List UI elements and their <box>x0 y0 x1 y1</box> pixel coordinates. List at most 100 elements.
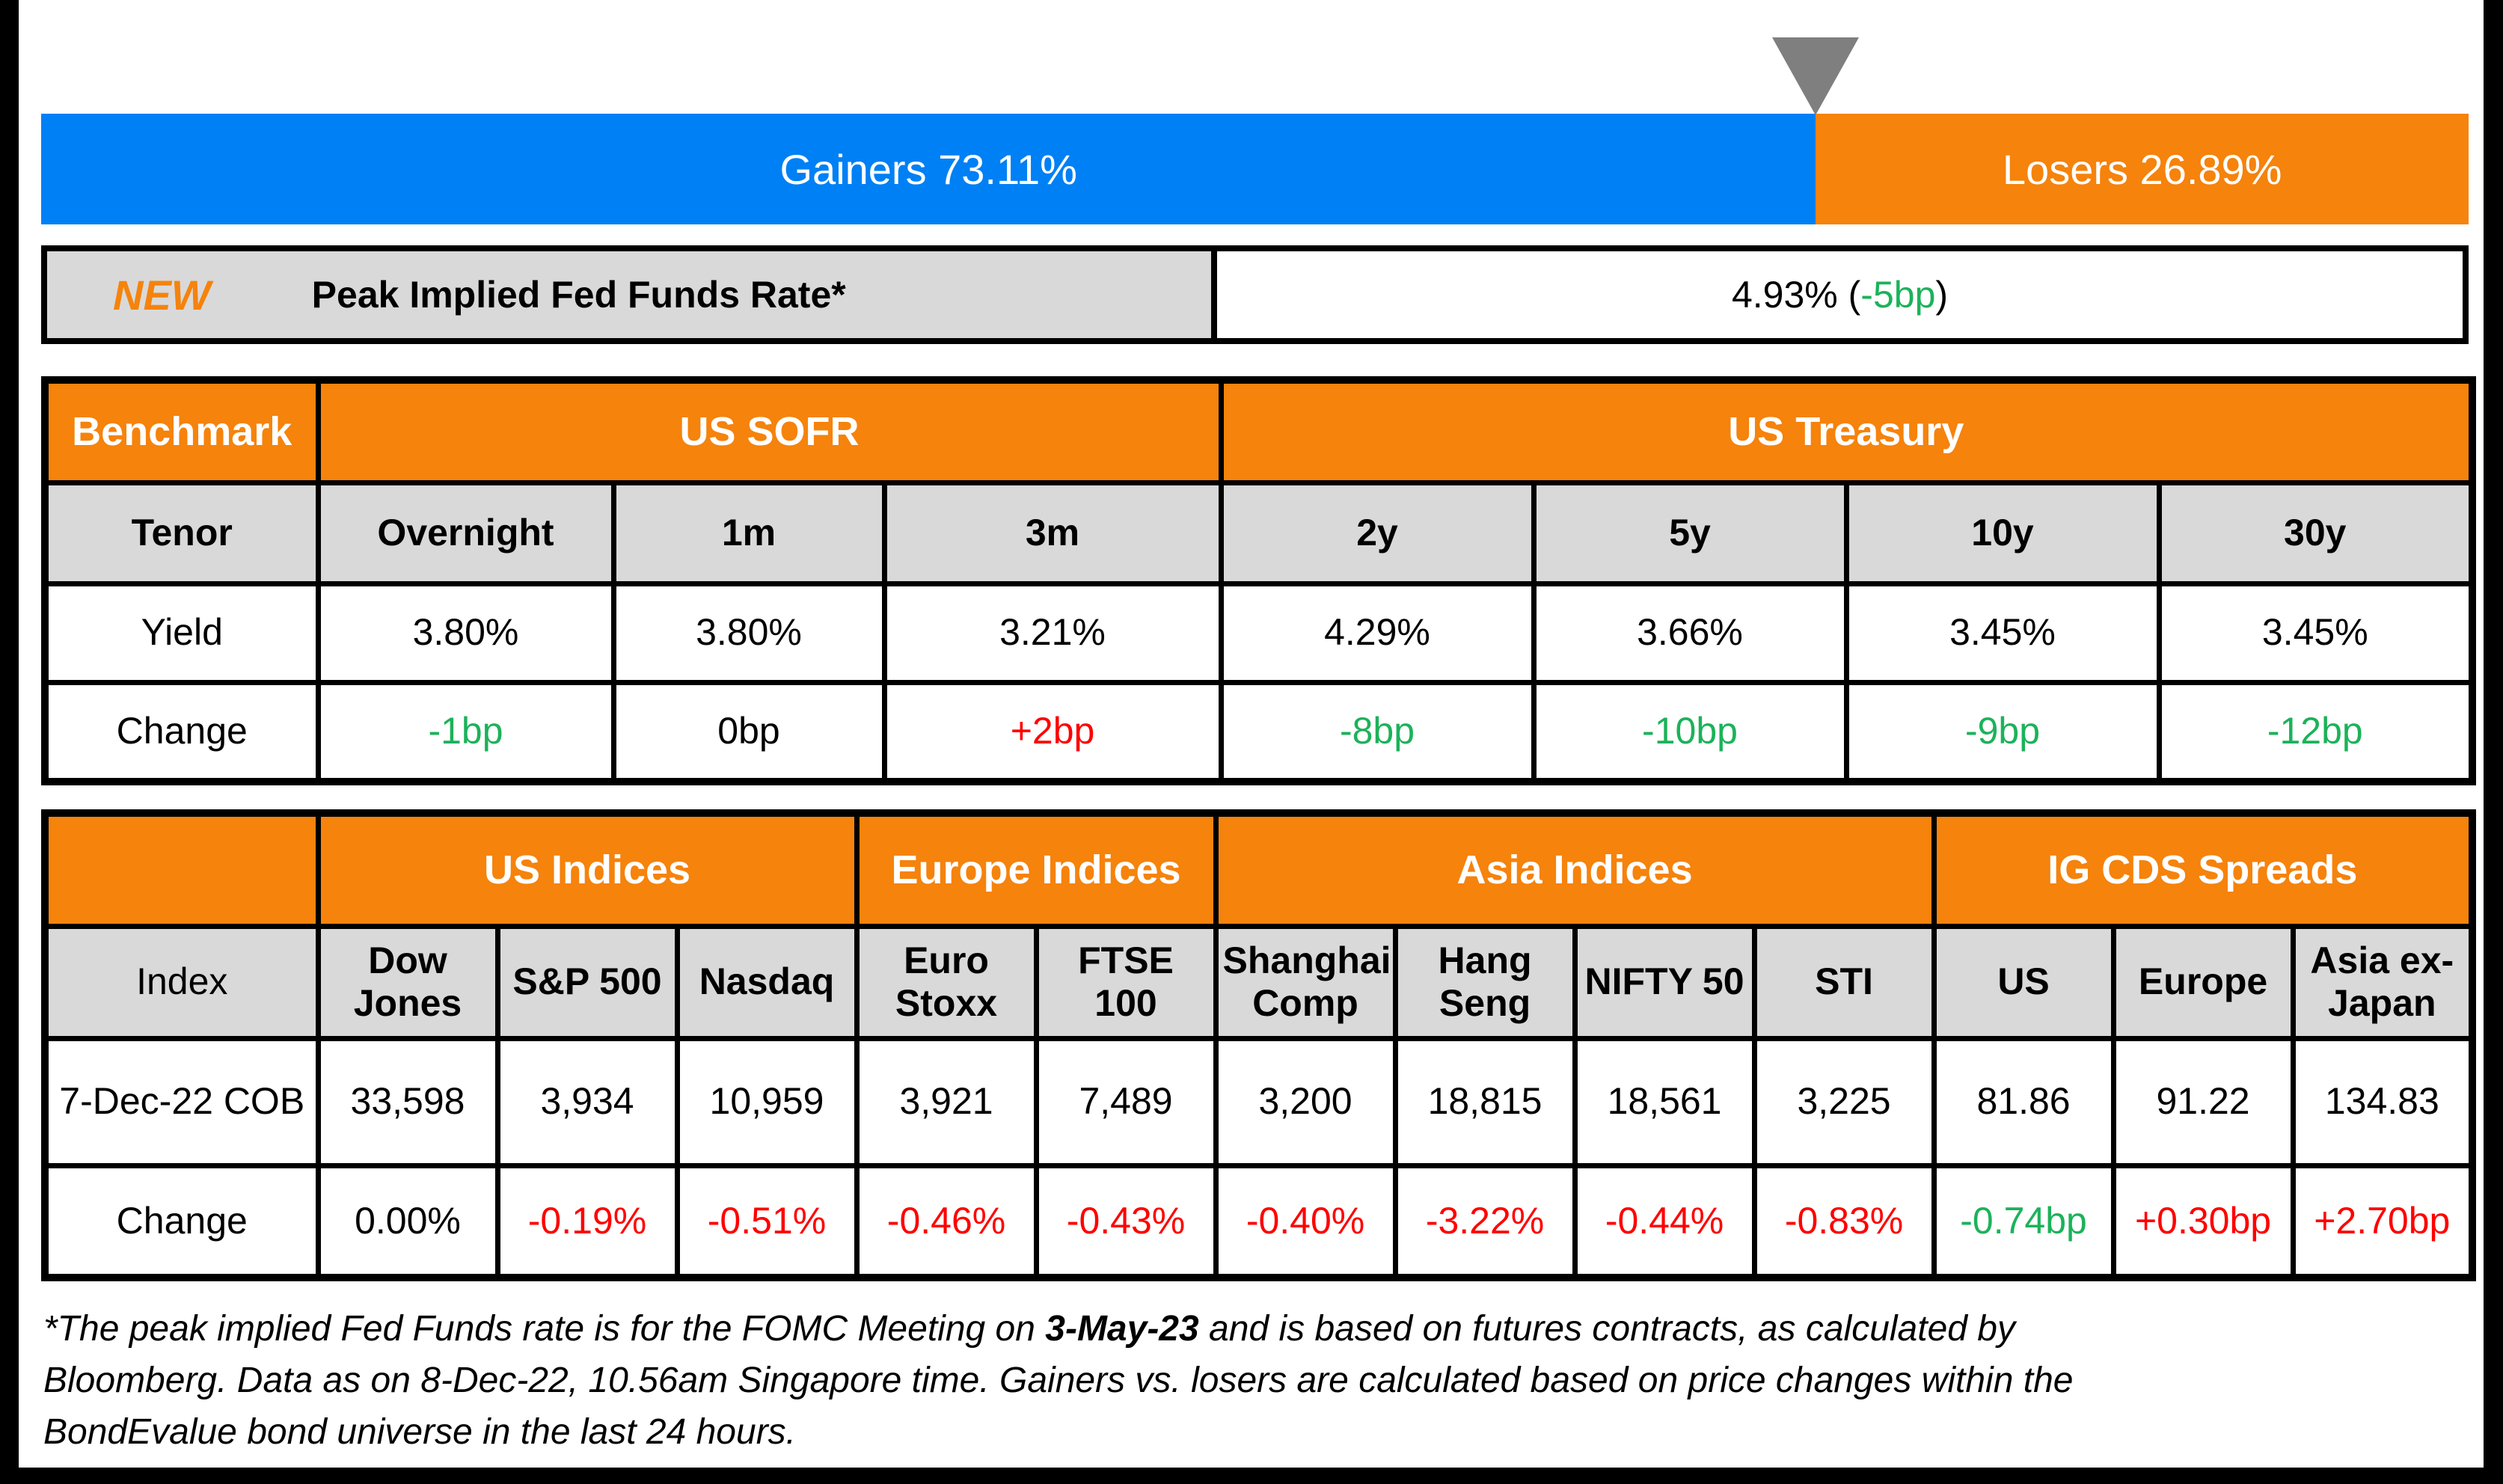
cob-value: 3,934 <box>494 1035 680 1168</box>
cob-value: 10,959 <box>674 1035 860 1168</box>
cob-value: 3,921 <box>854 1035 1039 1168</box>
cob-value: 3,200 <box>1213 1035 1398 1168</box>
change-value: -0.43% <box>1033 1162 1219 1281</box>
losers-label: Losers 26.89% <box>2002 145 2282 193</box>
tenor-1m: 1m <box>610 479 887 586</box>
yield-value: 3.45% <box>1843 580 2162 685</box>
col-sp500: S&P 500 <box>494 923 680 1041</box>
yield-value: 3.66% <box>1531 580 1849 685</box>
change-row-label: Change <box>42 679 321 785</box>
gainers-segment: Gainers 73.11% <box>41 114 1816 224</box>
cob-value: 81.86 <box>1931 1035 2116 1168</box>
change-value: -1bp <box>315 679 616 785</box>
us-indices-group-header: US Indices <box>315 810 860 929</box>
benchmark-group-header-row: Benchmark US SOFR US Treasury <box>42 377 2475 485</box>
tenor-3m: 3m <box>881 479 1224 586</box>
change-value: -0.46% <box>854 1162 1039 1281</box>
indices-group-header-row: US Indices Europe Indices Asia Indices I… <box>42 810 2475 929</box>
fed-funds-value-close: ) <box>1935 274 1949 316</box>
col-nasdaq: Nasdaq <box>674 923 860 1041</box>
tenor-header-row: Tenor Overnight 1m 3m 2y 5y 10y 30y <box>42 479 2475 586</box>
yield-value: 3.45% <box>2156 580 2475 685</box>
col-dow-jones: Dow Jones <box>315 923 500 1041</box>
change-value: -0.51% <box>674 1162 860 1281</box>
cob-value: 33,598 <box>315 1035 500 1168</box>
tenor-2y: 2y <box>1218 479 1537 586</box>
change-row-label: Change <box>42 1162 321 1281</box>
change-value: +2.70bp <box>2290 1162 2475 1281</box>
europe-indices-group-header: Europe Indices <box>854 810 1219 929</box>
yield-value: 3.80% <box>315 580 616 685</box>
yield-row-label: Yield <box>42 580 321 685</box>
cob-row-label: 7-Dec-22 COB <box>42 1035 321 1168</box>
yield-value: 3.21% <box>881 580 1224 685</box>
yield-value: 3.80% <box>610 580 887 685</box>
col-cds-us: US <box>1931 923 2116 1041</box>
footnote-line3: BondEvalue bond universe in the last 24 … <box>43 1412 797 1452</box>
benchmark-table: Benchmark US SOFR US Treasury Tenor Over… <box>41 376 2477 785</box>
change-value: -0.19% <box>494 1162 680 1281</box>
change-value: -9bp <box>1843 679 2162 785</box>
us-sofr-group-header: US SOFR <box>315 377 1224 485</box>
right-border-bar <box>2484 0 2503 1484</box>
tenor-5y: 5y <box>1531 479 1849 586</box>
yield-value: 4.29% <box>1218 580 1537 685</box>
change-value: 0.00% <box>315 1162 500 1281</box>
change-value: -3.22% <box>1392 1162 1578 1281</box>
left-border-bar <box>0 0 19 1484</box>
index-label: Index <box>42 923 321 1041</box>
benchmark-header-cell: Benchmark <box>42 377 321 485</box>
cob-value: 134.83 <box>2290 1035 2475 1168</box>
tenor-overnight: Overnight <box>315 479 616 586</box>
tenor-30y: 30y <box>2156 479 2475 586</box>
indices-change-row: Change 0.00% -0.19% -0.51% -0.46% -0.43%… <box>42 1162 2475 1281</box>
change-value: -0.74bp <box>1931 1162 2116 1281</box>
fed-funds-label: Peak Implied Fed Funds Rate* <box>311 274 846 316</box>
gainers-label: Gainers 73.11% <box>779 145 1077 193</box>
cob-value: 18,815 <box>1392 1035 1578 1168</box>
change-value: +2bp <box>881 679 1224 785</box>
losers-segment: Losers 26.89% <box>1816 114 2469 224</box>
cob-value: 91.22 <box>2110 1035 2296 1168</box>
footnote-line1-post: and is based on futures contracts, as ca… <box>1198 1309 2015 1349</box>
col-nifty-50: NIFTY 50 <box>1572 923 1757 1041</box>
indices-table: US Indices Europe Indices Asia Indices I… <box>41 809 2477 1281</box>
us-treasury-group-header: US Treasury <box>1218 377 2475 485</box>
change-value: -0.83% <box>1751 1162 1937 1281</box>
footnote-line1-bold-date: 3-May-23 <box>1045 1309 1199 1349</box>
footnote: *The peak implied Fed Funds rate is for … <box>43 1303 2467 1458</box>
footnote-line1: *The peak implied Fed Funds rate is for … <box>43 1303 2467 1355</box>
cob-value: 18,561 <box>1572 1035 1757 1168</box>
tenor-10y: 10y <box>1843 479 2162 586</box>
change-value: -10bp <box>1531 679 1849 785</box>
tenor-label: Tenor <box>42 479 321 586</box>
fed-funds-label-cell: NEW Peak Implied Fed Funds Rate* <box>41 245 1217 344</box>
indices-header-spacer <box>42 810 321 929</box>
change-value: -0.44% <box>1572 1162 1757 1281</box>
ig-cds-group-header: IG CDS Spreads <box>1931 810 2475 929</box>
change-value: -0.40% <box>1213 1162 1398 1281</box>
change-value: 0bp <box>610 679 887 785</box>
cob-values-row: 7-Dec-22 COB 33,598 3,934 10,959 3,921 7… <box>42 1035 2475 1168</box>
col-euro-stoxx: Euro Stoxx <box>854 923 1039 1041</box>
fed-funds-value-cell: 4.93% (-5bp) <box>1217 245 2469 344</box>
fed-funds-value: 4.93% ( <box>1731 274 1861 316</box>
yield-row: Yield 3.80% 3.80% 3.21% 4.29% 3.66% 3.45… <box>42 580 2475 685</box>
index-header-row: Index Dow Jones S&P 500 Nasdaq Euro Stox… <box>42 923 2475 1041</box>
new-badge: NEW <box>113 271 211 319</box>
footnote-line2: Bloomberg. Data as on 8-Dec-22, 10.56am … <box>43 1361 2074 1400</box>
change-value: -8bp <box>1218 679 1537 785</box>
change-value: +0.30bp <box>2110 1162 2296 1281</box>
col-cds-europe: Europe <box>2110 923 2296 1041</box>
cob-value: 7,489 <box>1033 1035 1219 1168</box>
col-sti: STI <box>1751 923 1937 1041</box>
asia-indices-group-header: Asia Indices <box>1213 810 1937 929</box>
gainers-losers-bar: Gainers 73.11% Losers 26.89% <box>41 114 2469 224</box>
change-value: -12bp <box>2156 679 2475 785</box>
fed-funds-rate-row: NEW Peak Implied Fed Funds Rate* 4.93% (… <box>41 245 2469 344</box>
col-ftse-100: FTSE 100 <box>1033 923 1219 1041</box>
col-hang-seng: Hang Seng <box>1392 923 1578 1041</box>
benchmark-change-row: Change -1bp 0bp +2bp -8bp -10bp -9bp -12… <box>42 679 2475 785</box>
bottom-border-bar <box>0 1468 2503 1484</box>
